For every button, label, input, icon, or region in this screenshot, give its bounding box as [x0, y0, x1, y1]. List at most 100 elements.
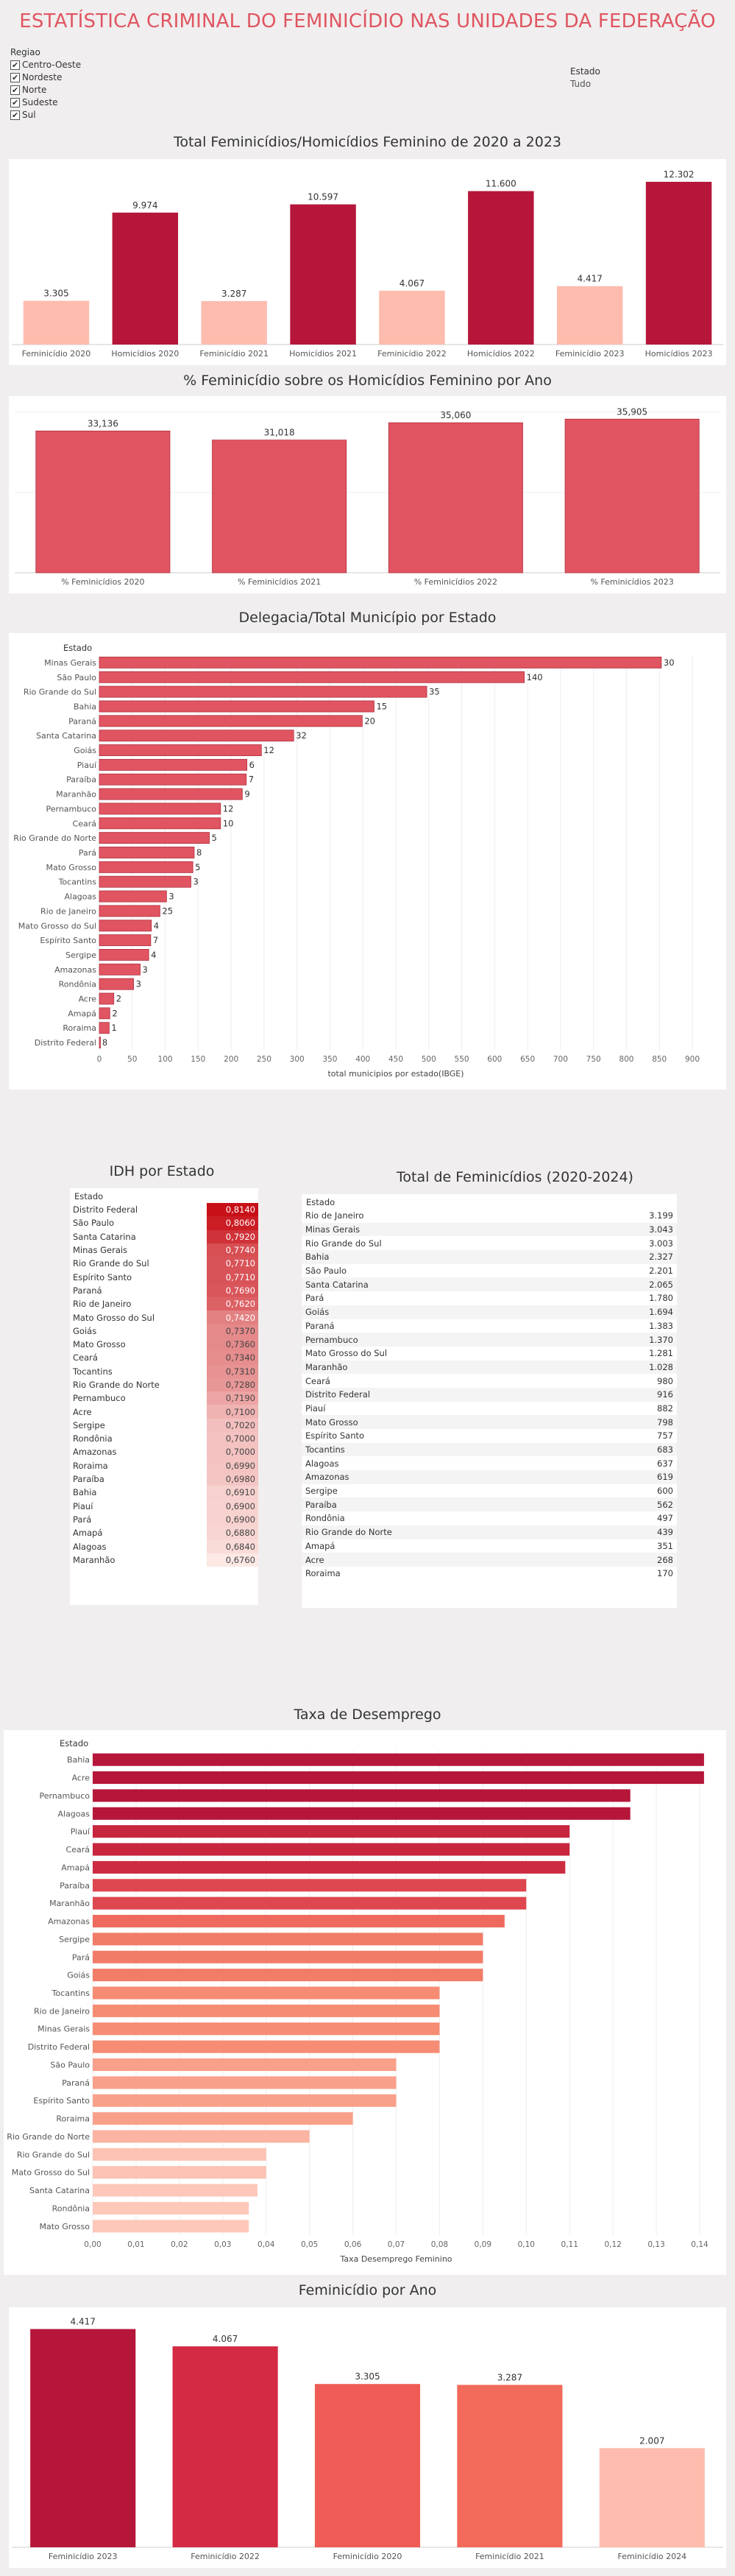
- total-fem-row: Mato Grosso 798: [302, 1415, 677, 1429]
- total-fem-state: Rio Grande do Norte: [302, 1525, 583, 1539]
- idh-state: Acre: [73, 1406, 92, 1417]
- bar: [314, 2384, 421, 2547]
- checkbox-icon[interactable]: [10, 96, 20, 109]
- bar: [457, 2385, 563, 2547]
- idh-state: Sergipe: [73, 1419, 105, 1430]
- idh-value: 0,6760: [207, 1553, 258, 1567]
- idh-state: Minas Gerais: [73, 1245, 128, 1256]
- bar: [290, 204, 356, 345]
- idh-value: 0,7280: [207, 1377, 258, 1392]
- bar: [93, 1771, 704, 1785]
- total-fem-value: 2.065: [582, 1277, 677, 1292]
- bar-value-label: 7: [153, 935, 158, 945]
- bar-value-label: 10: [223, 818, 234, 828]
- x-tick-label: 250: [257, 1055, 271, 1064]
- idh-state: Amapá: [73, 1528, 103, 1539]
- bar-value-label: 33,136: [88, 418, 118, 428]
- bar: [99, 1007, 110, 1020]
- bar-value-label: 2: [112, 1008, 117, 1018]
- idh-value: 0,6990: [207, 1458, 258, 1472]
- regiao-option[interactable]: Sul: [10, 109, 81, 121]
- x-tick-label: 0,01: [127, 2240, 144, 2249]
- bar-value-label: 32: [296, 730, 307, 741]
- regiao-option[interactable]: Nordeste: [10, 71, 81, 84]
- total-fem-value: 2.327: [582, 1250, 677, 1264]
- bar: [379, 290, 445, 345]
- regiao-option[interactable]: Norte: [10, 84, 81, 96]
- x-tick-label: 0,02: [171, 2240, 188, 2249]
- idh-row: Acre 0,7100: [70, 1405, 258, 1419]
- total-fem-state: Bahia: [302, 1250, 583, 1264]
- y-tick-label: Espírito Santo: [33, 2096, 90, 2106]
- bar: [93, 2022, 440, 2036]
- bar: [93, 1933, 483, 1946]
- checkbox-icon[interactable]: [10, 71, 20, 84]
- x-axis-label: Taxa Desemprego Feminino: [339, 2254, 452, 2264]
- idh-row: Rio Grande do Norte 0,7280: [70, 1377, 258, 1392]
- checkbox-icon[interactable]: [10, 109, 20, 121]
- idh-state: Rondônia: [73, 1433, 113, 1444]
- bar: [93, 2148, 266, 2161]
- total-fem-value: 757: [657, 1430, 673, 1441]
- x-tick-label: 550: [455, 1055, 469, 1064]
- total-fem-state: Piauí: [305, 1402, 326, 1414]
- total-fem-row: Ceará 980: [302, 1374, 677, 1388]
- x-tick-label: 0,14: [691, 2240, 709, 2249]
- y-tick-label: Mato Grosso do Sul: [18, 921, 96, 931]
- checkbox-icon[interactable]: [10, 84, 20, 96]
- y-tick-label: São Paulo: [50, 2060, 90, 2069]
- regiao-option[interactable]: Sudeste: [10, 96, 81, 109]
- idh-state: Bahia: [73, 1487, 97, 1498]
- idh-value: 0,7710: [207, 1257, 258, 1271]
- estado-filter-value[interactable]: Tudo: [570, 79, 592, 89]
- bar: [388, 422, 523, 574]
- bar-value-label: 4.417: [71, 2317, 96, 2327]
- total-fem-value: 683: [582, 1442, 677, 1457]
- bar: [564, 418, 700, 574]
- idh-row: Ceará 0,7340: [70, 1351, 258, 1365]
- regiao-option-label: Nordeste: [22, 72, 63, 82]
- idh-state: Distrito Federal: [73, 1204, 138, 1215]
- total-fem-row: Tocantins 683: [302, 1442, 677, 1457]
- bar: [99, 861, 193, 873]
- idh-row: Distrito Federal 0,8140: [70, 1203, 258, 1217]
- total-fem-row: Bahia 2.327: [302, 1250, 677, 1264]
- y-axis-header: Estado: [60, 1738, 88, 1748]
- bar: [599, 2448, 705, 2547]
- bar-value-label: 30: [664, 657, 675, 668]
- y-tick-label: Distrito Federal: [28, 2042, 90, 2052]
- idh-row: Amazonas 0,7000: [70, 1445, 258, 1459]
- bar: [99, 1037, 101, 1049]
- idh-row: Alagoas 0,6840: [70, 1539, 258, 1553]
- total-fem-row: Amazonas 619: [302, 1470, 677, 1484]
- total-fem-value: 798: [582, 1415, 677, 1429]
- y-tick-label: Paraíba: [60, 1881, 90, 1891]
- bar: [99, 788, 243, 800]
- idh-value: 0,6840: [207, 1539, 258, 1553]
- idh-row: Rio de Janeiro 0,7620: [70, 1297, 258, 1311]
- checkbox-icon[interactable]: [10, 59, 20, 71]
- bar-value-label: 6: [249, 760, 255, 770]
- chart2-svg: 33,136 % Feminicídios 2020 31,018 % Feminic…: [15, 406, 720, 587]
- fem-ano-panel: 4.417 Feminicídio 2023 4.067 Feminicídio 20…: [9, 2307, 726, 2568]
- regiao-option[interactable]: Centro-Oeste: [10, 59, 81, 71]
- bar-value-label: 3.287: [221, 289, 246, 299]
- bar-value-label: 5: [212, 833, 217, 843]
- total-fem-value: 562: [582, 1497, 677, 1512]
- idh-row: Tocantins 0,7310: [70, 1364, 258, 1378]
- x-tick-label: % Feminicídios 2023: [590, 577, 673, 587]
- bar: [93, 2201, 249, 2215]
- bar: [99, 773, 247, 786]
- regiao-option-label: Centro-Oeste: [22, 60, 82, 70]
- bar-value-label: 8: [102, 1037, 107, 1048]
- total-fem-state: Distrito Federal: [302, 1387, 583, 1402]
- y-tick-label: Bahia: [67, 1755, 90, 1765]
- y-tick-label: Paraná: [68, 716, 96, 726]
- x-tick-label: 850: [652, 1055, 667, 1064]
- idh-value: 0,7340: [207, 1351, 258, 1365]
- total-fem-state: São Paulo: [305, 1266, 347, 1277]
- desemprego-svg: Estado 0,00 0,01 0,02 0,03 0,04 0,05 0,06 0,07 0,…: [7, 1738, 709, 2264]
- total-fem-row: Distrito Federal 916: [302, 1387, 677, 1402]
- idh-state: Alagoas: [73, 1541, 107, 1552]
- idh-value: 0,7690: [207, 1283, 258, 1298]
